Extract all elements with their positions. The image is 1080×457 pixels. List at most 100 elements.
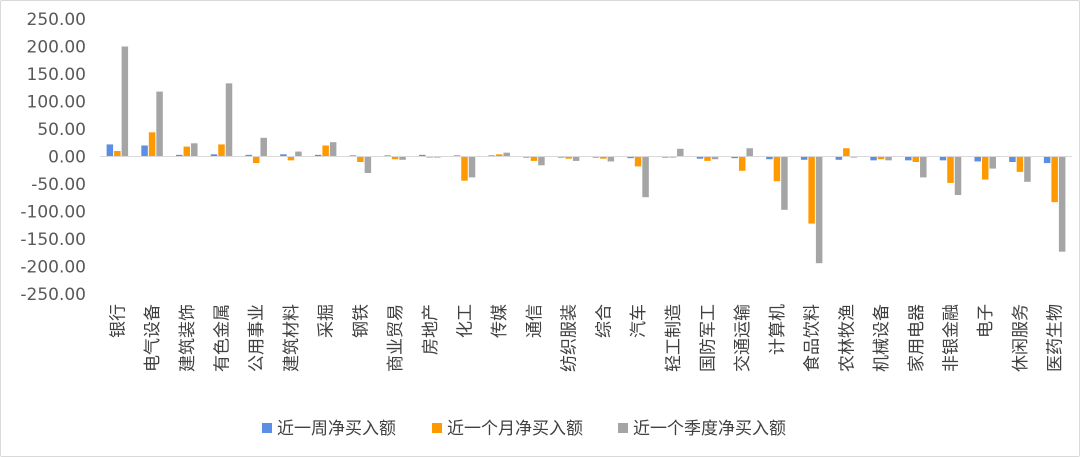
x-tick-label: 机械设备 — [872, 304, 892, 372]
y-tick-label: -50.00 — [31, 175, 86, 195]
bar — [607, 156, 615, 162]
x-tick-label: 银行 — [108, 304, 128, 338]
y-tick-label: 50.00 — [37, 120, 86, 140]
x-tick-label: 国防军工 — [699, 304, 719, 372]
bar — [1016, 156, 1024, 172]
bar — [225, 83, 233, 157]
bar — [349, 155, 357, 157]
x-tick-label: 商业贸易 — [386, 304, 406, 372]
bar — [920, 156, 927, 178]
x-tick-label: 建筑装饰 — [178, 304, 198, 372]
bar — [252, 156, 260, 164]
y-tick-label: 150.00 — [27, 65, 86, 85]
bar — [148, 132, 156, 157]
x-tick-label: 房地产 — [421, 304, 441, 355]
bar — [1058, 156, 1066, 252]
bar — [800, 156, 808, 160]
bar — [419, 154, 426, 157]
bar — [669, 156, 677, 158]
bar — [877, 156, 885, 160]
bar — [711, 156, 719, 160]
y-tick-label: -100.00 — [20, 203, 86, 223]
bar — [815, 156, 823, 264]
bar — [280, 154, 287, 157]
bar — [495, 154, 503, 157]
x-tick-label: 建筑材料 — [282, 304, 302, 372]
bar — [434, 156, 441, 158]
x-tick-label: 采掘 — [317, 304, 337, 338]
y-axis: 250.00 200.00 150.00 100.00 50.00 0.00 -50.00 -… — [20, 10, 86, 305]
bar — [503, 152, 510, 157]
bar — [183, 146, 191, 157]
bar — [295, 151, 302, 157]
legend-item: 近一个月净买入额 — [432, 419, 583, 439]
bar — [947, 156, 954, 183]
x-tick-label: 休闲服务 — [1011, 304, 1031, 372]
bar — [121, 46, 129, 157]
bar — [912, 156, 920, 162]
bar — [634, 156, 642, 167]
y-tick-label: -250.00 — [20, 285, 86, 305]
bar — [592, 156, 600, 158]
x-tick-label: 医药生物 — [1046, 304, 1066, 372]
bar — [1024, 156, 1031, 182]
bar — [939, 156, 947, 161]
bar — [1009, 156, 1016, 162]
bar — [662, 156, 669, 158]
bar — [905, 156, 912, 161]
bar — [426, 156, 434, 158]
legend-item: 近一个季度净买入额 — [618, 419, 786, 439]
y-tick-label: -150.00 — [20, 230, 86, 250]
bar — [885, 156, 892, 161]
x-tick-label: 通信 — [525, 304, 545, 338]
x-tick-label: 家用电器 — [907, 304, 927, 372]
x-tick-label: 电子 — [976, 304, 996, 338]
bar — [773, 156, 781, 182]
bar — [384, 155, 391, 157]
x-tick-label: 化工 — [456, 304, 476, 338]
bar — [870, 156, 877, 161]
bar — [260, 137, 267, 157]
bar — [565, 156, 572, 159]
bar — [1043, 156, 1051, 164]
bar — [731, 156, 738, 159]
bar — [538, 156, 545, 166]
bar — [156, 91, 163, 157]
y-tick-label: 100.00 — [27, 93, 86, 113]
legend: 近一周净买入额 近一个月净买入额 近一个季度净买入额 — [262, 419, 786, 439]
bar — [530, 156, 538, 161]
y-tick-label: 0.00 — [48, 148, 86, 168]
x-tick-label: 有色金属 — [213, 304, 233, 372]
bar — [399, 156, 406, 160]
bar — [488, 155, 495, 157]
y-tick-label: -200.00 — [20, 258, 86, 278]
bar — [696, 156, 704, 159]
x-tick-label: 综合 — [594, 304, 614, 338]
bar — [453, 155, 461, 157]
bar — [329, 142, 337, 157]
legend-swatch — [262, 423, 272, 433]
bar — [523, 156, 530, 158]
bar — [981, 156, 989, 180]
x-tick-label: 传媒 — [490, 304, 510, 338]
bar — [627, 156, 634, 159]
bar — [850, 156, 858, 158]
bar — [954, 156, 962, 195]
bar — [391, 156, 399, 160]
legend-label: 近一个季度净买入额 — [633, 419, 786, 439]
bar — [218, 144, 225, 157]
x-tick-label: 农林牧渔 — [837, 304, 857, 372]
bar — [141, 145, 148, 157]
x-tick-label: 轻工制造 — [664, 304, 684, 372]
bar — [989, 156, 996, 169]
bar — [835, 156, 843, 160]
x-tick-label: 汽车 — [629, 304, 649, 338]
bar — [843, 148, 850, 157]
legend-swatch — [618, 423, 628, 433]
bar — [468, 156, 476, 178]
bar — [557, 156, 565, 158]
bar — [808, 156, 815, 224]
bar — [106, 144, 114, 157]
